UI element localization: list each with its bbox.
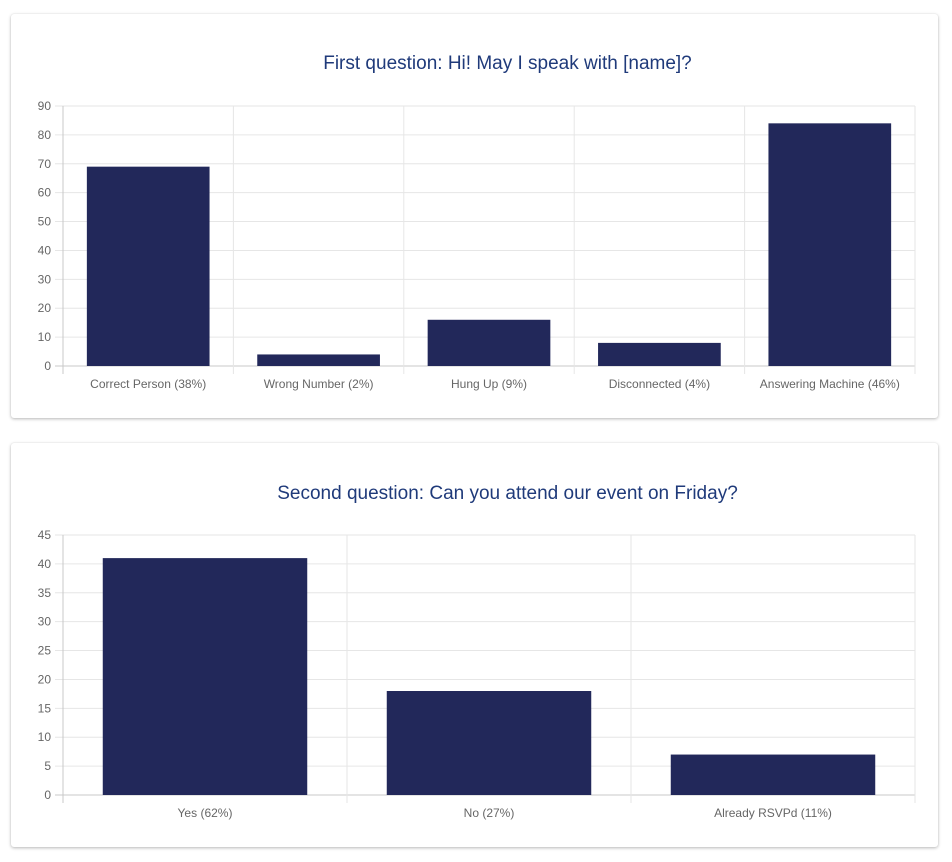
x-tick-label: Correct Person (38%) (90, 377, 206, 391)
bar (86, 166, 210, 366)
y-tick-label: 40 (38, 243, 52, 257)
y-tick-label: 0 (44, 359, 51, 373)
y-tick-label: 40 (38, 557, 52, 571)
y-tick-label: 70 (38, 157, 52, 171)
chart-title: First question: Hi! May I speak with [na… (323, 53, 692, 74)
bar (427, 319, 551, 366)
y-tick-label: 10 (38, 730, 52, 744)
y-tick-label: 10 (38, 330, 52, 344)
y-tick-label: 20 (38, 301, 52, 315)
x-tick-label: Disconnected (4%) (609, 377, 710, 391)
x-tick-label: Yes (62%) (178, 806, 233, 820)
y-tick-label: 35 (38, 586, 52, 600)
y-tick-label: 60 (38, 186, 52, 200)
chart-title: Second question: Can you attend our even… (277, 483, 738, 504)
bar (102, 558, 308, 795)
y-tick-label: 45 (38, 528, 52, 542)
y-tick-label: 30 (38, 272, 52, 286)
x-tick-label: Already RSVPd (11%) (714, 806, 832, 820)
y-tick-label: 20 (38, 672, 52, 686)
x-tick-label: Hung Up (9%) (451, 377, 527, 391)
y-tick-label: 0 (44, 788, 51, 802)
bar-chart-1: 0 10 20 30 40 50 60 70 80 90 Correct Person (38%) W… (38, 99, 916, 391)
chart-card-1: First question: Hi! May I speak with [na… (11, 14, 938, 418)
y-tick-label: 25 (38, 644, 52, 658)
y-tick-label: 90 (38, 99, 52, 113)
bar (670, 754, 876, 795)
x-tick-label: Answering Machine (46%) (760, 377, 900, 391)
bar (768, 123, 892, 366)
bar (386, 691, 592, 795)
y-tick-label: 5 (44, 759, 51, 773)
y-tick-label: 30 (38, 615, 52, 629)
bar-chart-2: 0 5 10 15 20 25 30 35 40 45 Yes (62%) No (27%) Alrea… (38, 528, 916, 820)
y-tick-label: 15 (38, 701, 52, 715)
x-tick-label: Wrong Number (2%) (264, 377, 374, 391)
bar (598, 342, 721, 366)
chart-card-2: Second question: Can you attend our even… (11, 443, 938, 847)
x-tick-label: No (27%) (464, 806, 515, 820)
bar (257, 354, 380, 366)
y-tick-label: 80 (38, 128, 52, 142)
y-tick-label: 50 (38, 215, 52, 229)
